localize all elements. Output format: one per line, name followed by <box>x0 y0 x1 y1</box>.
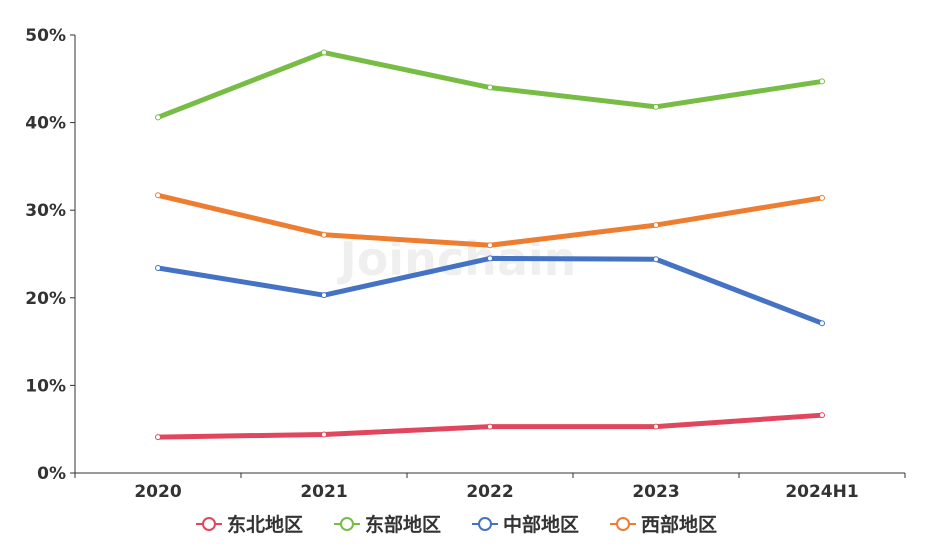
data-point[interactable] <box>487 242 493 249</box>
data-point[interactable] <box>321 292 327 299</box>
legend-circle-icon <box>478 517 492 531</box>
data-point[interactable] <box>819 412 825 419</box>
data-point[interactable] <box>653 423 659 430</box>
data-point[interactable] <box>321 49 327 56</box>
y-tick-label: 0% <box>37 464 66 484</box>
x-tick-label: 2020 <box>134 482 181 502</box>
data-point[interactable] <box>487 423 493 430</box>
legend-circle-icon <box>616 517 630 531</box>
legend-item-1[interactable]: 东部地区 <box>334 513 441 536</box>
axes: 0% 10% 20% 30% 40% 50% 2020 2021 2022 2023 2024H1 <box>25 26 906 502</box>
legend-item-2[interactable]: 中部地区 <box>472 513 579 536</box>
legend-label: 西部地区 <box>641 513 717 536</box>
legend-label: 中部地区 <box>503 513 579 536</box>
data-point[interactable] <box>653 103 659 110</box>
y-tick-label: 10% <box>25 376 66 396</box>
data-point[interactable] <box>155 434 161 441</box>
x-tick-label: 2022 <box>466 482 513 502</box>
y-tick-label: 20% <box>25 289 66 309</box>
data-point[interactable] <box>653 222 659 229</box>
y-tick-label: 40% <box>25 114 66 134</box>
legend-label: 东部地区 <box>365 513 441 536</box>
data-point[interactable] <box>487 84 493 91</box>
data-point[interactable] <box>819 194 825 201</box>
legend-circle-icon <box>340 517 354 531</box>
data-point[interactable] <box>653 256 659 263</box>
data-point[interactable] <box>819 78 825 85</box>
data-point[interactable] <box>155 192 161 199</box>
data-point[interactable] <box>321 431 327 438</box>
legend-circle-icon <box>202 517 216 531</box>
y-tick-label: 30% <box>25 201 66 221</box>
data-point[interactable] <box>321 231 327 238</box>
legend-item-0[interactable]: 东北地区 <box>196 513 303 536</box>
data-point[interactable] <box>819 320 825 327</box>
x-tick-label: 2023 <box>632 482 679 502</box>
x-tick-label: 2024H1 <box>785 482 858 502</box>
data-point[interactable] <box>155 265 161 272</box>
data-point[interactable] <box>155 114 161 121</box>
legend-item-3[interactable]: 西部地区 <box>610 513 717 536</box>
legend-label: 东北地区 <box>227 513 303 536</box>
legend: 东北地区 东部地区 中部地区 西部地区 <box>196 513 717 536</box>
y-tick-label: 50% <box>25 26 66 46</box>
data-point[interactable] <box>487 255 493 262</box>
x-tick-label: 2021 <box>300 482 347 502</box>
series-lines <box>155 49 825 441</box>
